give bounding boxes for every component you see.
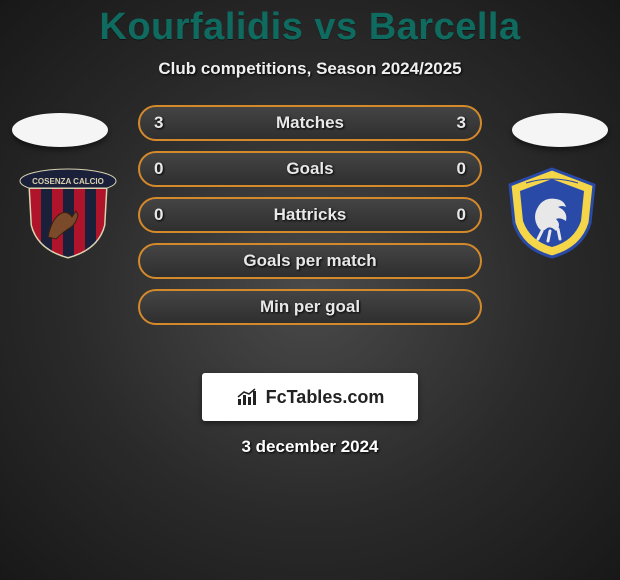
crest-cosenza: COSENZA CALCIO	[18, 167, 118, 259]
stat-label: Goals per match	[178, 251, 442, 271]
stat-goals-per-match: Goals per match	[138, 243, 482, 279]
stats-column: 3 Matches 3 0 Goals 0 0 Hattricks 0 Goal…	[138, 105, 482, 335]
stat-left-value: 0	[154, 205, 178, 225]
player-avatar-left	[12, 113, 108, 147]
stat-matches: 3 Matches 3	[138, 105, 482, 141]
stat-right-value: 0	[442, 205, 466, 225]
stat-label: Hattricks	[178, 205, 442, 225]
chart-icon	[236, 387, 260, 407]
brand-box: FcTables.com	[202, 373, 418, 421]
stat-right-value: 0	[442, 159, 466, 179]
stat-label: Min per goal	[178, 297, 442, 317]
infographic-date: 3 december 2024	[0, 437, 620, 457]
stat-label: Goals	[178, 159, 442, 179]
stat-left-value: 3	[154, 113, 178, 133]
stat-hattricks: 0 Hattricks 0	[138, 197, 482, 233]
player-avatar-right	[512, 113, 608, 147]
svg-text:COSENZA CALCIO: COSENZA CALCIO	[32, 177, 104, 186]
stat-right-value: 3	[442, 113, 466, 133]
comparison-stage: COSENZA CALCIO	[0, 105, 620, 365]
subtitle: Club competitions, Season 2024/2025	[0, 59, 620, 79]
crest-frosinone	[502, 167, 602, 259]
stat-label: Matches	[178, 113, 442, 133]
stat-left-value: 0	[154, 159, 178, 179]
stat-goals: 0 Goals 0	[138, 151, 482, 187]
brand-text: FcTables.com	[266, 387, 385, 408]
stat-min-per-goal: Min per goal	[138, 289, 482, 325]
page-title: Kourfalidis vs Barcella	[0, 0, 620, 49]
